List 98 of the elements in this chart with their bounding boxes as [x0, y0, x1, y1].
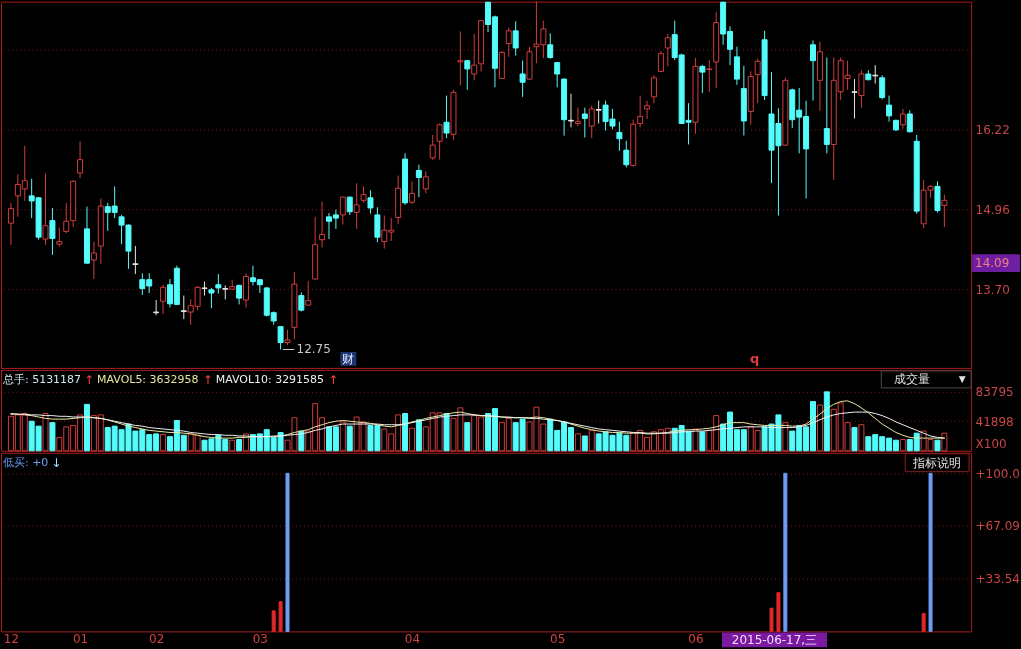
- x-tick-label: 06: [688, 631, 704, 646]
- candlestick: [512, 20, 519, 57]
- bar: [769, 607, 774, 632]
- y-tick-label: X100: [975, 437, 1007, 452]
- candlestick: [810, 39, 816, 102]
- candlestick: [243, 272, 250, 309]
- x-tick-label: 01: [72, 631, 89, 646]
- text: 低买: +0: [2, 455, 49, 469]
- annotation: ↑: [84, 372, 95, 387]
- candlestick: [519, 60, 526, 98]
- candlestick: [319, 201, 326, 248]
- text: 2015-06-17,三: [731, 632, 818, 647]
- bar: [921, 612, 926, 632]
- candlestick: [339, 196, 346, 225]
- candlestick: [42, 173, 49, 246]
- candlestick: [305, 280, 312, 307]
- y-tick-label: 14.96: [975, 202, 1010, 217]
- y-tick-label: 16.22: [975, 122, 1010, 137]
- candlestick: [547, 32, 554, 60]
- candlestick: [574, 107, 581, 127]
- candlestick: [277, 325, 284, 351]
- candlestick: [215, 273, 222, 295]
- y-tick-label: 83795: [975, 385, 1014, 400]
- candlestick: [568, 93, 574, 128]
- y-tick-label: +100.0: [975, 466, 1020, 481]
- candlestick: [823, 57, 830, 154]
- text: MAVOL5: 3632958: [97, 372, 199, 386]
- candlestick: [858, 69, 865, 109]
- annotation: q: [749, 350, 760, 366]
- candlestick: [754, 58, 761, 104]
- candlestick: [616, 121, 623, 152]
- candlestick: [872, 64, 879, 85]
- y-tick-label: 13.70: [975, 282, 1010, 297]
- bar: [278, 601, 283, 632]
- candlestick: [588, 105, 595, 139]
- candlestick: [49, 207, 56, 256]
- y-tick-label: +67.09: [975, 518, 1020, 533]
- candlestick: [180, 295, 187, 320]
- candlestick: [374, 206, 381, 243]
- x-tick-label: 12: [3, 631, 20, 646]
- candlestick: [367, 189, 374, 215]
- candlestick: [471, 33, 478, 81]
- candlestick: [699, 64, 706, 94]
- candlestick: [436, 123, 443, 161]
- x-tick-label: 04: [404, 631, 421, 646]
- y-tick-label: 41898: [975, 414, 1014, 429]
- annotation: 12.75: [296, 342, 331, 357]
- candlestick: [77, 140, 84, 179]
- candlestick: [153, 299, 160, 316]
- candlestick: [899, 108, 906, 130]
- candlestick: [581, 107, 588, 138]
- candlestick: [879, 74, 886, 100]
- candlestick: [353, 182, 360, 230]
- candlestick: [886, 95, 893, 123]
- annotation: 成交量: [894, 372, 931, 387]
- bar: [928, 472, 933, 632]
- bar: [285, 472, 290, 632]
- bar: [783, 472, 788, 632]
- candlestick: [464, 59, 471, 91]
- annotation: 总手: 5131187: [1, 372, 82, 386]
- candlestick: [706, 59, 713, 93]
- bar: [271, 610, 276, 632]
- candlestick: [595, 100, 602, 125]
- candlestick: [941, 194, 948, 228]
- text: MAVOL10: 3291585: [215, 372, 325, 386]
- candlestick: [63, 202, 70, 234]
- annotation: ↑: [328, 372, 339, 387]
- text: ▼: [958, 374, 966, 385]
- annotation: 财: [342, 351, 355, 366]
- candlestick: [429, 134, 436, 161]
- candlestick: [56, 227, 63, 248]
- candlestick: [505, 27, 512, 58]
- x-tick-label: 03: [252, 631, 268, 646]
- x-tick-label: 02: [149, 631, 165, 646]
- candlestick: [644, 100, 651, 120]
- annotation: 指标说明: [912, 455, 962, 470]
- candlestick: [208, 287, 215, 309]
- bar: [776, 592, 781, 632]
- candlestick: [132, 245, 139, 275]
- candlestick: [733, 46, 740, 86]
- candlestick: [554, 61, 561, 88]
- candlestick: [408, 180, 415, 205]
- text: 14.09: [975, 256, 1010, 271]
- x-tick-label: 05: [550, 631, 566, 646]
- candlestick: [457, 30, 464, 86]
- candlestick: [160, 284, 167, 315]
- candlestick: [851, 78, 858, 119]
- candlestick: [650, 74, 657, 104]
- candlestick: [422, 170, 429, 194]
- annotation: ↓: [51, 455, 62, 470]
- candlestick: [623, 140, 630, 168]
- candlestick: [415, 164, 422, 198]
- candlestick: [7, 202, 14, 246]
- annotation: ↑: [202, 372, 213, 387]
- candlestick: [664, 33, 671, 67]
- candlestick: [90, 241, 97, 280]
- y-tick-label: +33.54: [975, 571, 1020, 586]
- candlestick: [443, 95, 450, 139]
